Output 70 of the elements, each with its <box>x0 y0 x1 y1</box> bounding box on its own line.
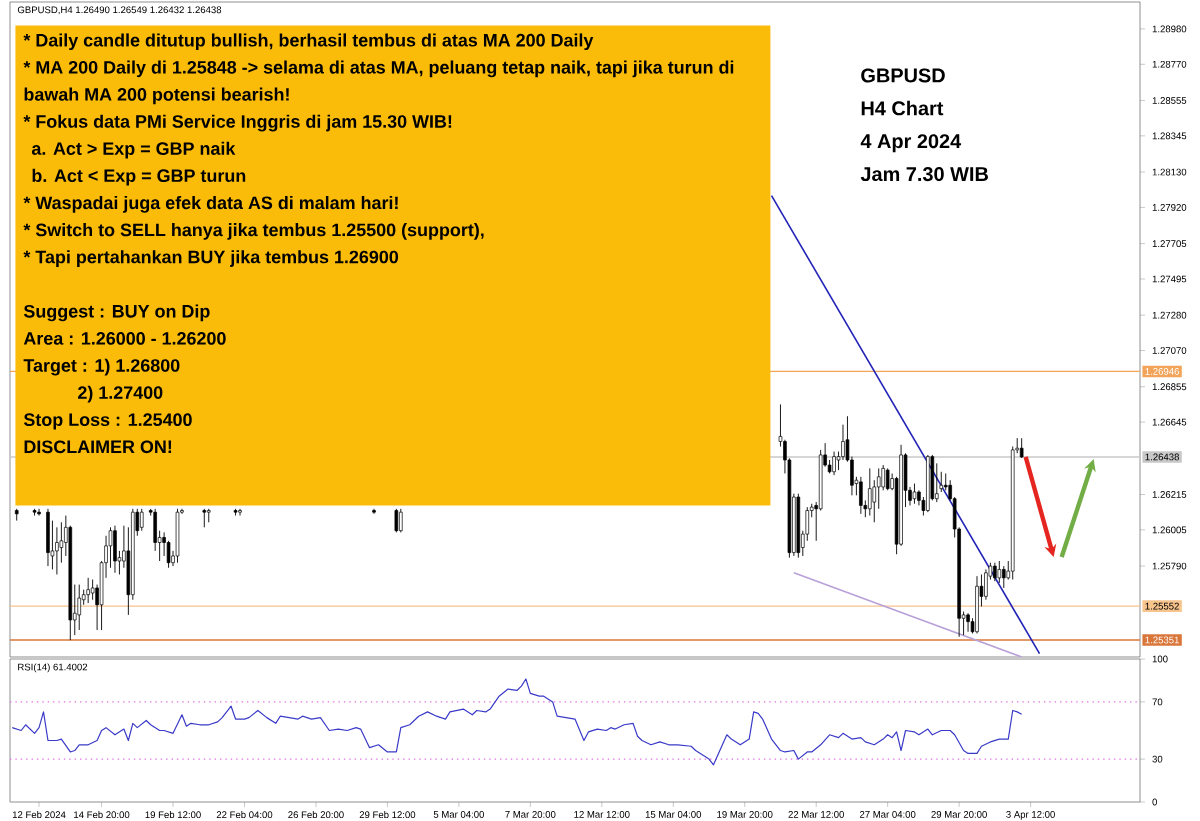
y-tick-label: 1.28130 <box>1152 168 1187 176</box>
candlestick <box>872 479 877 523</box>
annotation: * Tapi pertahankan BUY jika tembus 1.26900 <box>23 250 399 267</box>
annotation: * MA 200 Daily di 1.25848 -> selama di atas MA, peluang tetap naik, tapi jika turun di bawah MA 200 potensi bearish! <box>23 60 734 105</box>
annotation: * Switch to SELL hanya jika tembus 1.25500 (support), <box>23 223 484 240</box>
x-tick-label: 29 Feb 12:00 <box>359 811 416 819</box>
chart-title: GBPUSD,H4 1.26490 1.26549 1.26432 1.26438 <box>17 6 222 15</box>
y-tick-label: 1.28345 <box>1152 132 1187 140</box>
annotation: H4 Chart <box>861 100 944 116</box>
x-tick-label: 29 Mar 20:00 <box>931 811 987 818</box>
x-tick-label: 19 Feb 12:00 <box>145 811 201 819</box>
ref-line-label: 1.26438 <box>1145 453 1179 461</box>
x-tick-label: 3 Apr 12:00 <box>1006 811 1055 820</box>
ref-line-label: 1.25552 <box>1145 602 1179 610</box>
ref-line-label: 1.26946 <box>1145 368 1179 375</box>
y-tick-label: 0 <box>1152 798 1157 806</box>
x-tick-label: 22 Mar 12:00 <box>788 811 844 818</box>
annotation: * Fokus data PMi Service Inggris di jam 15.30 WIB! <box>23 114 452 132</box>
y-tick-label: 1.27280 <box>1152 311 1187 319</box>
x-tick-label: 14 Feb 20:00 <box>74 811 130 819</box>
y-tick-label: 1.27070 <box>1152 347 1187 354</box>
x-tick-label: 27 Mar 04:00 <box>859 811 916 818</box>
ref-line-label: 1.25351 <box>1145 636 1179 644</box>
annotation: DISCLAIMER ON! <box>24 440 172 454</box>
annotation: Stop Loss : 1.25400 <box>23 413 192 430</box>
y-tick-label: 1.26855 <box>1152 383 1187 391</box>
annotation: Area : 1.26000 - 1.26200 <box>23 332 226 345</box>
annotation: Suggest : BUY on Dip <box>23 304 210 322</box>
y-tick-label: 1.26005 <box>1152 526 1187 534</box>
y-tick-label: 1.27705 <box>1152 240 1187 247</box>
candlestick <box>394 508 399 533</box>
annotation: Jam 7.30 WIB <box>860 167 988 182</box>
x-tick-label: 5 Mar 04:00 <box>433 811 484 818</box>
annotation: * Waspadai juga efek data AS di malam hari! <box>23 195 398 213</box>
chart-title: RSI(14) 61.4002 <box>18 663 88 673</box>
candlestick <box>997 560 1002 584</box>
x-tick-label: 12 Feb 2024 <box>12 811 66 819</box>
annotation: 2) 1.27400 <box>78 385 163 403</box>
candlestick <box>202 508 207 528</box>
y-tick-label: 1.26215 <box>1152 491 1187 498</box>
annotation: Target : 1) 1.26800 <box>23 358 180 376</box>
x-tick-label: 12 Mar 12:00 <box>574 811 630 818</box>
candlestick <box>1019 437 1024 459</box>
y-tick-label: 1.26645 <box>1152 418 1187 426</box>
annotation: 4 Apr 2024 <box>860 134 962 153</box>
candlestick <box>885 467 890 491</box>
annotation: * Daily candle ditutup bullish, berhasil tembus di atas MA 200 Daily <box>23 33 594 51</box>
y-tick-label: 1.28770 <box>1152 60 1187 68</box>
y-tick-label: 1.27495 <box>1152 275 1187 283</box>
x-tick-label: 19 Mar 20:00 <box>717 811 773 818</box>
x-tick-label: 22 Feb 04:00 <box>216 811 273 819</box>
y-tick-label: 1.28555 <box>1152 97 1187 104</box>
candlestick <box>912 483 917 505</box>
y-tick-label: 1.27920 <box>1152 204 1187 211</box>
y-tick-label: 100 <box>1152 655 1168 663</box>
y-tick-label: 30 <box>1152 755 1163 763</box>
annotation: b. Act < Exp = GBP turun <box>32 168 246 186</box>
annotation: a. Act > Exp = GBP naik <box>31 141 236 159</box>
candlestick <box>876 467 881 510</box>
x-tick-label: 7 Mar 20:00 <box>505 811 556 818</box>
x-tick-label: 26 Feb 20:00 <box>288 811 344 819</box>
x-tick-label: 15 Mar 04:00 <box>645 811 702 818</box>
y-tick-label: 1.28980 <box>1152 25 1187 33</box>
annotation: GBPUSD <box>861 68 945 83</box>
candlestick <box>77 584 82 631</box>
y-tick-label: 1.25790 <box>1152 562 1187 570</box>
candlestick <box>90 579 95 601</box>
y-tick-label: 70 <box>1152 698 1163 706</box>
candlestick <box>139 508 144 532</box>
candlestick <box>939 471 944 493</box>
